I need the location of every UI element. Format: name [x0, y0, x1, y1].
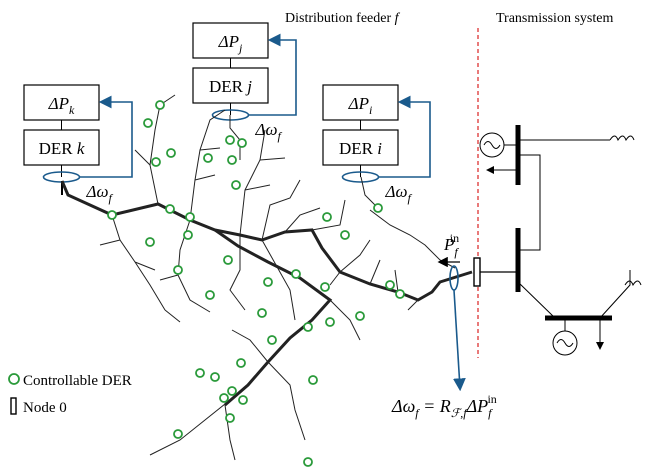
controllable-der: [206, 291, 214, 299]
controllable-der: [258, 309, 266, 317]
controllable-der: [304, 323, 312, 331]
controllable-der: [239, 396, 247, 404]
controllable-der: [211, 373, 219, 381]
controllable-der: [232, 181, 240, 189]
sensor-arrow: [454, 290, 460, 388]
controllable-der: [152, 158, 160, 166]
controllable-der: [326, 318, 334, 326]
der-label: DER j: [209, 77, 252, 96]
freq-label: Δωf: [255, 120, 283, 143]
controllable-der: [184, 231, 192, 239]
controllable-der: [228, 387, 236, 395]
legend-label: Node 0: [23, 400, 67, 416]
freq-label: Δωf: [385, 182, 413, 205]
controllable-der: [186, 213, 194, 221]
freq-label: Δωf: [86, 182, 114, 205]
controllable-der: [196, 369, 204, 377]
diagram: Distribution feeder f Transmission syste…: [0, 0, 663, 474]
controllable-der: [374, 204, 382, 212]
controllable-der: [220, 394, 228, 402]
controllable-der: [341, 231, 349, 239]
controllable-der: [304, 458, 312, 466]
controllable-der: [356, 312, 364, 320]
controllable-der: [396, 290, 404, 298]
controllable-der: [167, 149, 175, 157]
der-label: DER k: [39, 139, 85, 158]
legend-der-icon: [9, 374, 19, 384]
legend-node-icon: [11, 398, 16, 414]
pin-label: Pfin: [443, 231, 459, 259]
controllable-der: [268, 336, 276, 344]
controllable-der: [237, 359, 245, 367]
legend-label: Controllable DER: [23, 373, 132, 389]
transmission: [480, 125, 641, 355]
controllable-der: [204, 154, 212, 162]
controllable-der: [226, 136, 234, 144]
feeder-label: Distribution feeder f: [285, 11, 401, 26]
controllable-der: [146, 238, 154, 246]
controllable-der: [226, 414, 234, 422]
equation: Δωf = Rℱ,fΔPfin: [391, 392, 497, 420]
controllable-der: [264, 278, 272, 286]
controllable-der: [321, 283, 329, 291]
controllable-der: [144, 119, 152, 127]
der-label: DER i: [339, 139, 382, 158]
controllable-der: [292, 270, 300, 278]
controllable-der: [238, 139, 246, 147]
controllable-der: [174, 430, 182, 438]
controllable-der: [228, 156, 236, 164]
controllable-der: [174, 266, 182, 274]
controllable-der: [166, 205, 174, 213]
controllable-der: [309, 376, 317, 384]
controllable-der: [323, 213, 331, 221]
transmission-label: Transmission system: [496, 11, 613, 26]
controllable-der: [224, 256, 232, 264]
node-0: [474, 258, 480, 286]
controllable-der: [386, 281, 394, 289]
controllable-der: [156, 101, 164, 109]
controllable-der: [108, 211, 116, 219]
